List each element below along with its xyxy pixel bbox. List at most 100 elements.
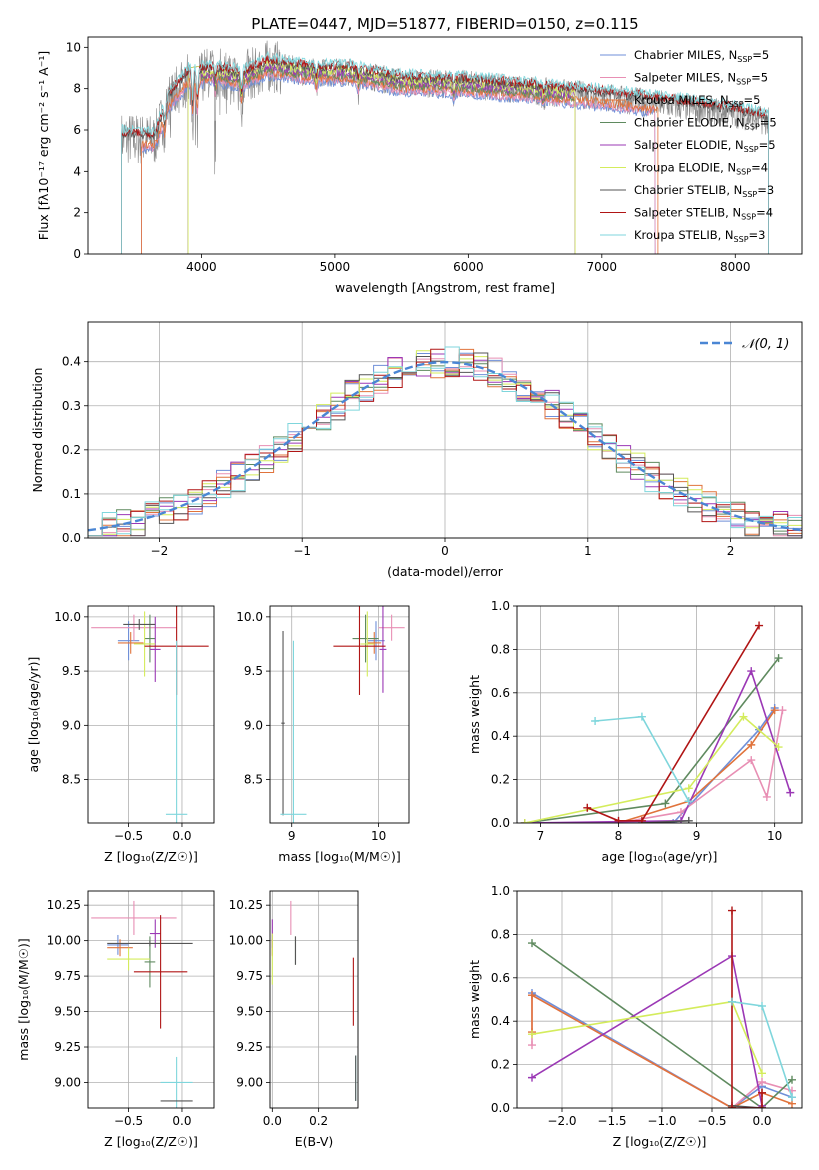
axes-frame <box>516 890 803 1109</box>
x-tick-label: 0.0 <box>172 1114 191 1128</box>
x-tick-label: 5000 <box>320 260 351 274</box>
plot-area <box>520 621 795 823</box>
axes-frame <box>87 321 803 539</box>
panel-mass-vs-EBV: 0.0 0.2 9.00 9.25 9.50 9.75 10.00 10.25 E(B-V) <box>229 890 359 1149</box>
y-tick-label: 0.2 <box>491 1058 510 1072</box>
marker-plus <box>786 788 795 797</box>
x-axis-label: Z [log₁₀(Z/Z☉)] <box>613 1134 707 1149</box>
x-tick-label: −1.0 <box>647 1114 676 1128</box>
x-tick-label: 0.0 <box>172 829 191 843</box>
y-tick-label: 10.0 <box>236 610 263 624</box>
panel-age-vs-mass: 9 10 8.5 9.0 9.5 10.0 mass [log₁₀(M/M☉)] <box>236 605 410 864</box>
marker-plus <box>770 706 779 715</box>
x-tick-label: 0.0 <box>263 1114 282 1128</box>
marker-plus <box>758 1002 766 1011</box>
legend-entry: Salpeter MILES, NSSP=5 <box>634 71 768 87</box>
x-tick-label: −1.5 <box>597 1114 626 1128</box>
model-line-kroupa-elodie <box>187 59 576 254</box>
marker-plus <box>788 1093 796 1102</box>
marker-plus <box>684 784 693 793</box>
y-tick-label: 10.25 <box>47 898 81 912</box>
x-axis-label: Z [log₁₀(Z/Z☉)] <box>104 849 198 864</box>
marker-plus <box>637 816 646 823</box>
x-tick-label: −2.0 <box>547 1114 576 1128</box>
marker-plus <box>528 991 536 1000</box>
plot-area <box>121 40 769 254</box>
x-tick-label: 7 <box>537 829 545 843</box>
y-axis-label: mass weight <box>467 675 482 754</box>
marker-plus <box>728 906 736 915</box>
x-tick-label: 4000 <box>186 260 217 274</box>
y-tick-label: 6 <box>73 123 81 137</box>
legend-entry: Chabrier MILES, NSSP=5 <box>634 48 769 64</box>
x-tick-label: 9 <box>288 829 296 843</box>
y-tick-label: 0.8 <box>491 927 510 941</box>
legend-entry: Chabrier STELIB, NSSP=3 <box>634 183 774 199</box>
marker-plus <box>528 939 536 948</box>
x-axis-label: (data-model)/error <box>387 564 504 579</box>
y-tick-label: 0.4 <box>62 355 81 369</box>
marker-plus <box>637 712 646 721</box>
plot-area <box>91 606 209 823</box>
legend-entry: Chabrier ELODIE, NSSP=5 <box>634 116 777 132</box>
y-tick-label: 0.4 <box>491 729 510 743</box>
x-axis-label: wavelength [Angstrom, rest frame] <box>335 280 555 295</box>
x-axis-label: age [log₁₀(age/yr)] <box>602 849 718 864</box>
y-tick-label: 9.00 <box>236 1075 263 1089</box>
panel-spectrum: 4000 5000 6000 7000 8000 0 2 4 6 8 10 wavelength [A… <box>36 36 803 295</box>
y-tick-label: 4 <box>73 164 81 178</box>
y-tick-label: 9.25 <box>236 1040 263 1054</box>
y-tick-label: 0.1 <box>62 487 81 501</box>
marker-plus <box>747 667 756 676</box>
marker-plus <box>778 706 787 715</box>
model-line-salpeter-stelib <box>121 55 769 254</box>
marker-plus <box>684 816 693 823</box>
y-tick-label: 0 <box>73 247 81 261</box>
x-tick-label: 10 <box>767 829 782 843</box>
model-line-salpeter-miles <box>140 70 656 254</box>
mass-weight-line <box>595 715 690 802</box>
x-tick-label: 0 <box>441 544 449 558</box>
y-tick-label: 0.8 <box>491 642 510 656</box>
x-tick-label: 7000 <box>587 260 618 274</box>
y-tick-label: 9.00 <box>54 1075 81 1089</box>
marker-plus <box>747 756 756 765</box>
legend-entry: Salpeter ELODIE, NSSP=5 <box>634 138 776 154</box>
mass-weight-line <box>524 715 780 823</box>
y-tick-label: 0.2 <box>491 773 510 787</box>
y-tick-label: 0.0 <box>491 816 510 830</box>
normal-curve <box>88 360 802 532</box>
plot-area <box>280 606 405 823</box>
marker-plus <box>591 717 600 726</box>
marker-plus <box>755 621 764 630</box>
mass-weight-line <box>524 657 780 823</box>
y-tick-label: 10.0 <box>54 610 81 624</box>
legend-entry: 𝒩(0, 1) <box>742 337 789 352</box>
marker-plus <box>684 797 693 806</box>
x-tick-label: 1 <box>584 544 592 558</box>
marker-plus <box>528 1030 536 1039</box>
plot-area <box>271 900 357 1101</box>
marker-plus <box>739 712 748 721</box>
y-tick-label: 9.25 <box>54 1040 81 1054</box>
y-axis-label: mass [log₁₀(M/M☉)] <box>16 938 31 1060</box>
y-tick-label: 10.00 <box>47 934 81 948</box>
y-tick-label: 10 <box>66 40 81 54</box>
y-tick-label: 9.5 <box>62 664 81 678</box>
x-tick-label: 8000 <box>720 260 751 274</box>
marker-plus <box>528 1041 536 1050</box>
mass-weight-line <box>586 625 760 822</box>
marker-plus <box>614 816 623 823</box>
model-line-kroupa-stelib <box>121 50 769 254</box>
y-tick-label: 0.0 <box>491 1101 510 1115</box>
y-tick-label: 9.50 <box>236 1005 263 1019</box>
marker-plus <box>788 1075 796 1084</box>
panel-mass-weight-vs-age: 7 8 9 10 0.0 0.2 0.4 0.6 0.8 1.0 age [log₁₀(age/yr… <box>467 599 803 864</box>
marker-plus <box>758 1104 766 1108</box>
y-tick-label: 0.4 <box>491 1014 510 1028</box>
panel-mass-vs-Z: −0.5 0.0 9.00 9.25 9.50 9.75 10.00 10.25 Z [log₁… <box>16 890 215 1149</box>
y-tick-label: 0.6 <box>491 971 510 985</box>
marker-plus <box>728 997 736 1006</box>
axes-frame <box>269 890 359 1109</box>
marker-plus <box>774 654 783 663</box>
